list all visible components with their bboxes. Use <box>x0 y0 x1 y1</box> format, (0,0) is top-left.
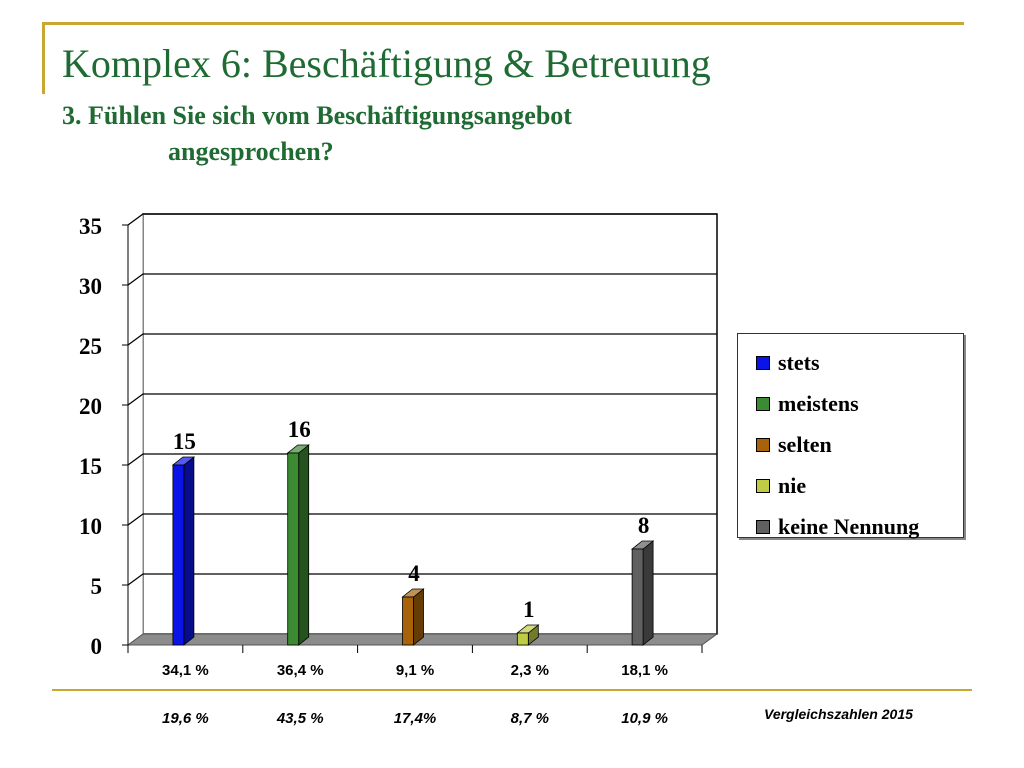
comparison-label: 10,9 % <box>621 710 668 727</box>
legend-item-keine-nennung: keine Nennung <box>738 506 963 547</box>
legend-item-selten: selten <box>738 424 963 465</box>
y-tick-label: 30 <box>79 274 102 299</box>
legend-swatch-selten <box>756 437 770 452</box>
page-title: Komplex 6: Beschäftigung & Betreuung <box>62 41 711 86</box>
bar-side <box>413 588 424 646</box>
data-label: 16 <box>288 417 311 442</box>
bar-selten <box>401 588 425 646</box>
data-label: 4 <box>408 561 420 586</box>
y-tick-label: 20 <box>79 394 102 419</box>
chart-legend: stets meistens selten nie keine Nennung <box>737 333 964 539</box>
legend-swatch-nie <box>756 478 770 493</box>
legend-label-stets: stets <box>778 349 820 375</box>
y-tick-label: 35 <box>79 214 102 239</box>
bar-keine-nennung <box>630 540 655 646</box>
bar-stets <box>171 456 196 646</box>
legend-item-nie: nie <box>738 465 963 506</box>
accent-top-line <box>42 22 964 25</box>
data-label: 15 <box>173 429 196 454</box>
y-tick-label: 15 <box>79 454 102 479</box>
gridline-15 <box>127 453 717 466</box>
question-line-1: 3. Fühlen Sie sich vom Beschäftigungsang… <box>62 101 572 130</box>
accent-bottom-line <box>52 689 972 691</box>
bar-side <box>298 444 310 646</box>
bar-front <box>516 632 529 646</box>
y-tick-label: 10 <box>79 514 102 539</box>
bar-side <box>642 540 654 646</box>
bar-side <box>183 456 195 646</box>
data-label: 1 <box>523 597 535 622</box>
bar-front <box>402 596 414 646</box>
legend-label-keine-nennung: keine Nennung <box>778 513 920 539</box>
legend-label-selten: selten <box>778 431 832 457</box>
chart-side-wall <box>127 213 144 646</box>
gridline-20 <box>127 393 717 406</box>
gridline-5 <box>127 573 717 586</box>
accent-vertical-line <box>42 22 45 94</box>
gridline-25 <box>127 333 717 346</box>
comparison-label: 17,4% <box>394 710 437 727</box>
y-tick-label: 0 <box>91 634 103 659</box>
bar-nie <box>516 624 540 646</box>
bar-front <box>631 548 644 646</box>
bar-front <box>172 464 185 646</box>
legend-swatch-keine-nennung <box>756 519 770 534</box>
question-line-2: angesprochen? <box>168 137 334 166</box>
bar-meistens <box>286 444 310 646</box>
legend-item-stets: stets <box>738 342 963 383</box>
data-label: 8 <box>638 513 650 538</box>
question-heading: 3. Fühlen Sie sich vom Beschäftigungsang… <box>62 98 572 170</box>
comparison-label: 8,7 % <box>511 710 549 727</box>
chart-floor <box>126 633 719 646</box>
x-percent-label: 36,4 % <box>277 662 324 679</box>
x-percent-label: 2,3 % <box>511 662 549 679</box>
chart-back-wall <box>142 213 718 635</box>
gridline-10 <box>127 513 717 526</box>
legend-item-meistens: meistens <box>738 383 963 424</box>
comparison-label: 19,6 % <box>162 710 209 727</box>
legend-swatch-meistens <box>756 396 770 411</box>
x-percent-label: 34,1 % <box>162 662 209 679</box>
y-tick-label: 5 <box>91 574 103 599</box>
bar-front <box>287 452 300 646</box>
gridline-35 <box>127 213 717 226</box>
legend-label-meistens: meistens <box>778 390 859 416</box>
gridline-30 <box>127 273 717 286</box>
comparison-label: 43,5 % <box>276 710 324 727</box>
x-percent-label: 9,1 % <box>396 662 434 679</box>
legend-label-nie: nie <box>778 472 807 498</box>
x-percent-label: 18,1 % <box>621 662 668 679</box>
comparison-footnote: Vergleichszahlen 2015 <box>764 706 913 722</box>
y-tick-label: 25 <box>79 334 102 359</box>
legend-swatch-stets <box>756 355 770 370</box>
